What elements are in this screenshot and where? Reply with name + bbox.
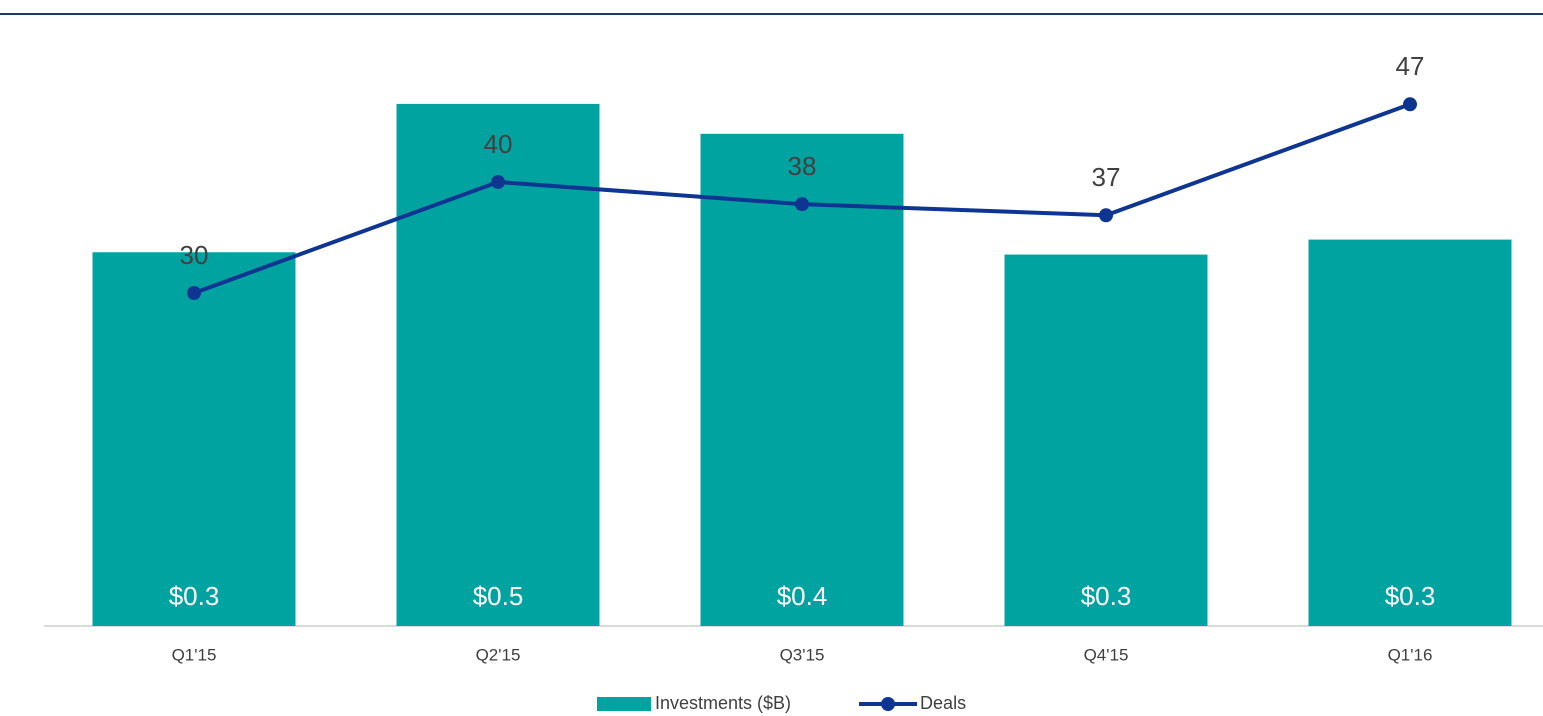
line-value-label: 40 <box>484 129 513 159</box>
line-value-label: 38 <box>788 151 817 181</box>
bar-value-label: $0.5 <box>473 581 524 611</box>
line-value-label: 30 <box>180 240 209 270</box>
x-tick-label: Q2'15 <box>476 645 521 664</box>
legend-label: Investments ($B) <box>655 693 791 713</box>
bar-value-label: $0.3 <box>1385 581 1436 611</box>
legend-marker <box>881 697 896 711</box>
bar-value-label: $0.3 <box>1081 581 1132 611</box>
legend-label: Deals <box>920 693 966 713</box>
x-tick-label: Q3'15 <box>780 645 825 664</box>
x-tick-label: Q4'15 <box>1084 645 1129 664</box>
line-value-label: 37 <box>1092 162 1121 192</box>
bar <box>92 252 296 626</box>
bar <box>1308 239 1512 626</box>
bar <box>396 103 600 626</box>
line-point <box>1403 97 1417 112</box>
line-point <box>491 174 505 189</box>
bar <box>1004 254 1208 627</box>
x-tick-label: Q1'16 <box>1388 645 1433 664</box>
line-point <box>795 197 809 212</box>
legend-swatch <box>597 697 651 711</box>
bar-value-label: $0.4 <box>777 581 828 611</box>
bar <box>700 133 904 627</box>
x-tick-label: Q1'15 <box>172 645 217 664</box>
line-point <box>1099 208 1113 223</box>
line-point <box>187 285 201 300</box>
line-value-label: 47 <box>1396 51 1425 81</box>
bar-value-label: $0.3 <box>169 581 220 611</box>
